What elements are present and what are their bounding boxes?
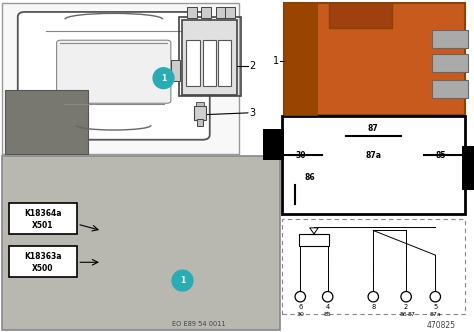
FancyBboxPatch shape xyxy=(187,7,197,18)
FancyBboxPatch shape xyxy=(2,3,239,154)
FancyBboxPatch shape xyxy=(284,3,465,115)
FancyBboxPatch shape xyxy=(57,40,171,103)
Text: 8: 8 xyxy=(371,304,375,310)
Text: 470825: 470825 xyxy=(426,321,456,330)
FancyBboxPatch shape xyxy=(18,12,210,140)
FancyBboxPatch shape xyxy=(201,7,211,18)
FancyBboxPatch shape xyxy=(432,54,468,72)
Text: 30: 30 xyxy=(296,312,304,317)
Text: 5: 5 xyxy=(433,304,438,310)
Text: X501: X501 xyxy=(32,221,54,230)
Text: 86: 86 xyxy=(304,173,315,182)
Ellipse shape xyxy=(368,291,378,302)
FancyBboxPatch shape xyxy=(462,145,474,190)
Text: 4: 4 xyxy=(326,304,330,310)
Text: 87: 87 xyxy=(368,124,379,133)
FancyBboxPatch shape xyxy=(182,20,237,95)
FancyBboxPatch shape xyxy=(216,7,225,18)
FancyBboxPatch shape xyxy=(282,219,465,314)
FancyBboxPatch shape xyxy=(203,40,216,86)
FancyBboxPatch shape xyxy=(9,203,77,234)
FancyBboxPatch shape xyxy=(194,106,206,120)
Text: EO E89 54 0011: EO E89 54 0011 xyxy=(173,321,226,327)
Text: 87a: 87a xyxy=(365,151,381,160)
Text: 86: 86 xyxy=(400,312,407,317)
FancyBboxPatch shape xyxy=(197,119,203,126)
Polygon shape xyxy=(310,228,318,234)
FancyBboxPatch shape xyxy=(171,60,180,81)
Text: 2: 2 xyxy=(249,61,255,71)
Ellipse shape xyxy=(153,68,174,89)
FancyBboxPatch shape xyxy=(263,129,284,160)
Ellipse shape xyxy=(295,291,305,302)
Text: 30: 30 xyxy=(295,151,306,160)
Text: 6: 6 xyxy=(298,304,302,310)
Text: 1: 1 xyxy=(273,56,279,66)
FancyBboxPatch shape xyxy=(329,3,392,28)
FancyBboxPatch shape xyxy=(284,3,317,115)
Text: 3: 3 xyxy=(249,108,255,118)
FancyBboxPatch shape xyxy=(9,246,77,277)
FancyBboxPatch shape xyxy=(218,40,231,86)
Text: K18363a: K18363a xyxy=(24,252,62,261)
Text: 85: 85 xyxy=(324,312,331,317)
Ellipse shape xyxy=(322,291,333,302)
Text: 2: 2 xyxy=(404,304,408,310)
Text: 85: 85 xyxy=(436,151,446,160)
Text: 87a: 87a xyxy=(429,312,441,317)
Text: 1: 1 xyxy=(180,276,185,285)
FancyBboxPatch shape xyxy=(2,156,280,330)
Text: 1: 1 xyxy=(161,74,166,83)
FancyBboxPatch shape xyxy=(282,116,465,214)
Text: X500: X500 xyxy=(32,264,54,273)
FancyBboxPatch shape xyxy=(225,7,235,18)
FancyBboxPatch shape xyxy=(5,90,88,154)
FancyBboxPatch shape xyxy=(299,234,329,246)
Ellipse shape xyxy=(401,291,411,302)
Text: 87: 87 xyxy=(408,312,416,317)
Ellipse shape xyxy=(172,270,193,291)
FancyBboxPatch shape xyxy=(196,102,204,106)
FancyBboxPatch shape xyxy=(432,30,468,48)
FancyBboxPatch shape xyxy=(186,40,200,86)
Ellipse shape xyxy=(430,291,440,302)
Text: K18364a: K18364a xyxy=(24,209,62,218)
FancyBboxPatch shape xyxy=(432,80,468,98)
